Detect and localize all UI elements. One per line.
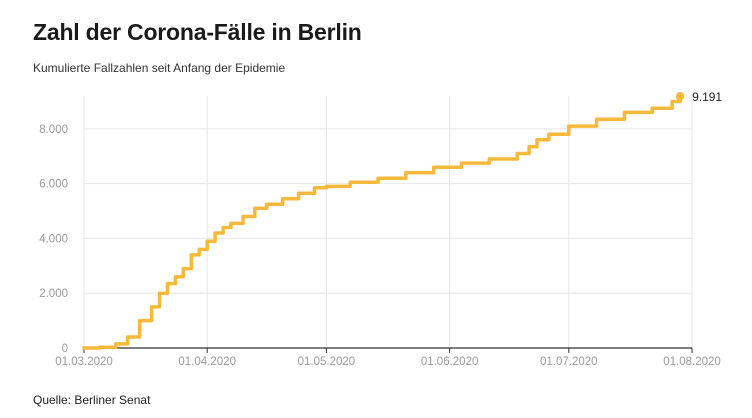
data-point [241,214,245,219]
data-point [150,305,154,309]
end-point [675,92,685,101]
grid [83,96,693,348]
label-layer: 9.191 [692,90,722,104]
y-tick-label: 2.000 [39,288,68,300]
data-point [312,186,317,190]
end-value-label: 9.191 [692,90,722,104]
data-point [126,335,130,339]
data-point [173,275,177,279]
data-point [376,176,380,180]
data-point [165,282,170,286]
data-point [650,106,654,110]
chart-title: Zahl der Corona-Fälle in Berlin [33,19,362,45]
data-point [487,157,491,161]
data-point [281,197,285,201]
data-point [221,225,225,230]
data-point [547,132,551,136]
x-tick-label: 01.08.2020 [663,356,721,368]
x-tick-label: 01.05.2020 [298,356,356,368]
y-tick-label: 4.000 [39,233,68,245]
data-point [189,253,193,257]
data-point [213,231,217,235]
data-point [404,171,408,175]
data-point [459,161,464,165]
data-point [670,99,674,104]
series-layer [82,92,685,350]
data-point [265,202,269,206]
data-point [181,267,185,271]
data-point [98,345,102,349]
series-line [82,94,682,350]
data-point [205,239,209,243]
data-point [157,291,162,295]
data-point [432,165,436,169]
data-point [535,138,539,142]
x-tick-label: 01.03.2020 [55,356,113,368]
data-point [114,342,118,346]
data-point [82,346,86,350]
x-tick-label: 01.06.2020 [421,356,479,368]
data-point [567,124,571,128]
data-point [138,319,142,323]
y-tick-label: 8.000 [39,124,68,136]
data-point [324,184,328,188]
data-point [229,221,233,225]
data-point [515,151,519,156]
data-point [197,247,201,251]
data-point [622,110,627,114]
chart-subtitle: Kumulierte Fallzahlen seit Anfang der Ep… [33,61,286,75]
y-tick-label: 6.000 [39,179,68,191]
data-point [527,145,531,149]
data-point [348,180,352,184]
source-note: Quelle: Berliner Senat [33,393,151,407]
data-point [297,191,301,195]
data-point [595,117,599,121]
axes: 0 2.000 4.000 6.000 8.000 01.03.2020 01.04.202… [39,124,721,368]
x-tick-label: 01.04.2020 [178,356,236,368]
y-tick-label: 0 [62,343,68,355]
data-point [253,206,257,210]
x-tick-label: 01.07.2020 [540,356,598,368]
